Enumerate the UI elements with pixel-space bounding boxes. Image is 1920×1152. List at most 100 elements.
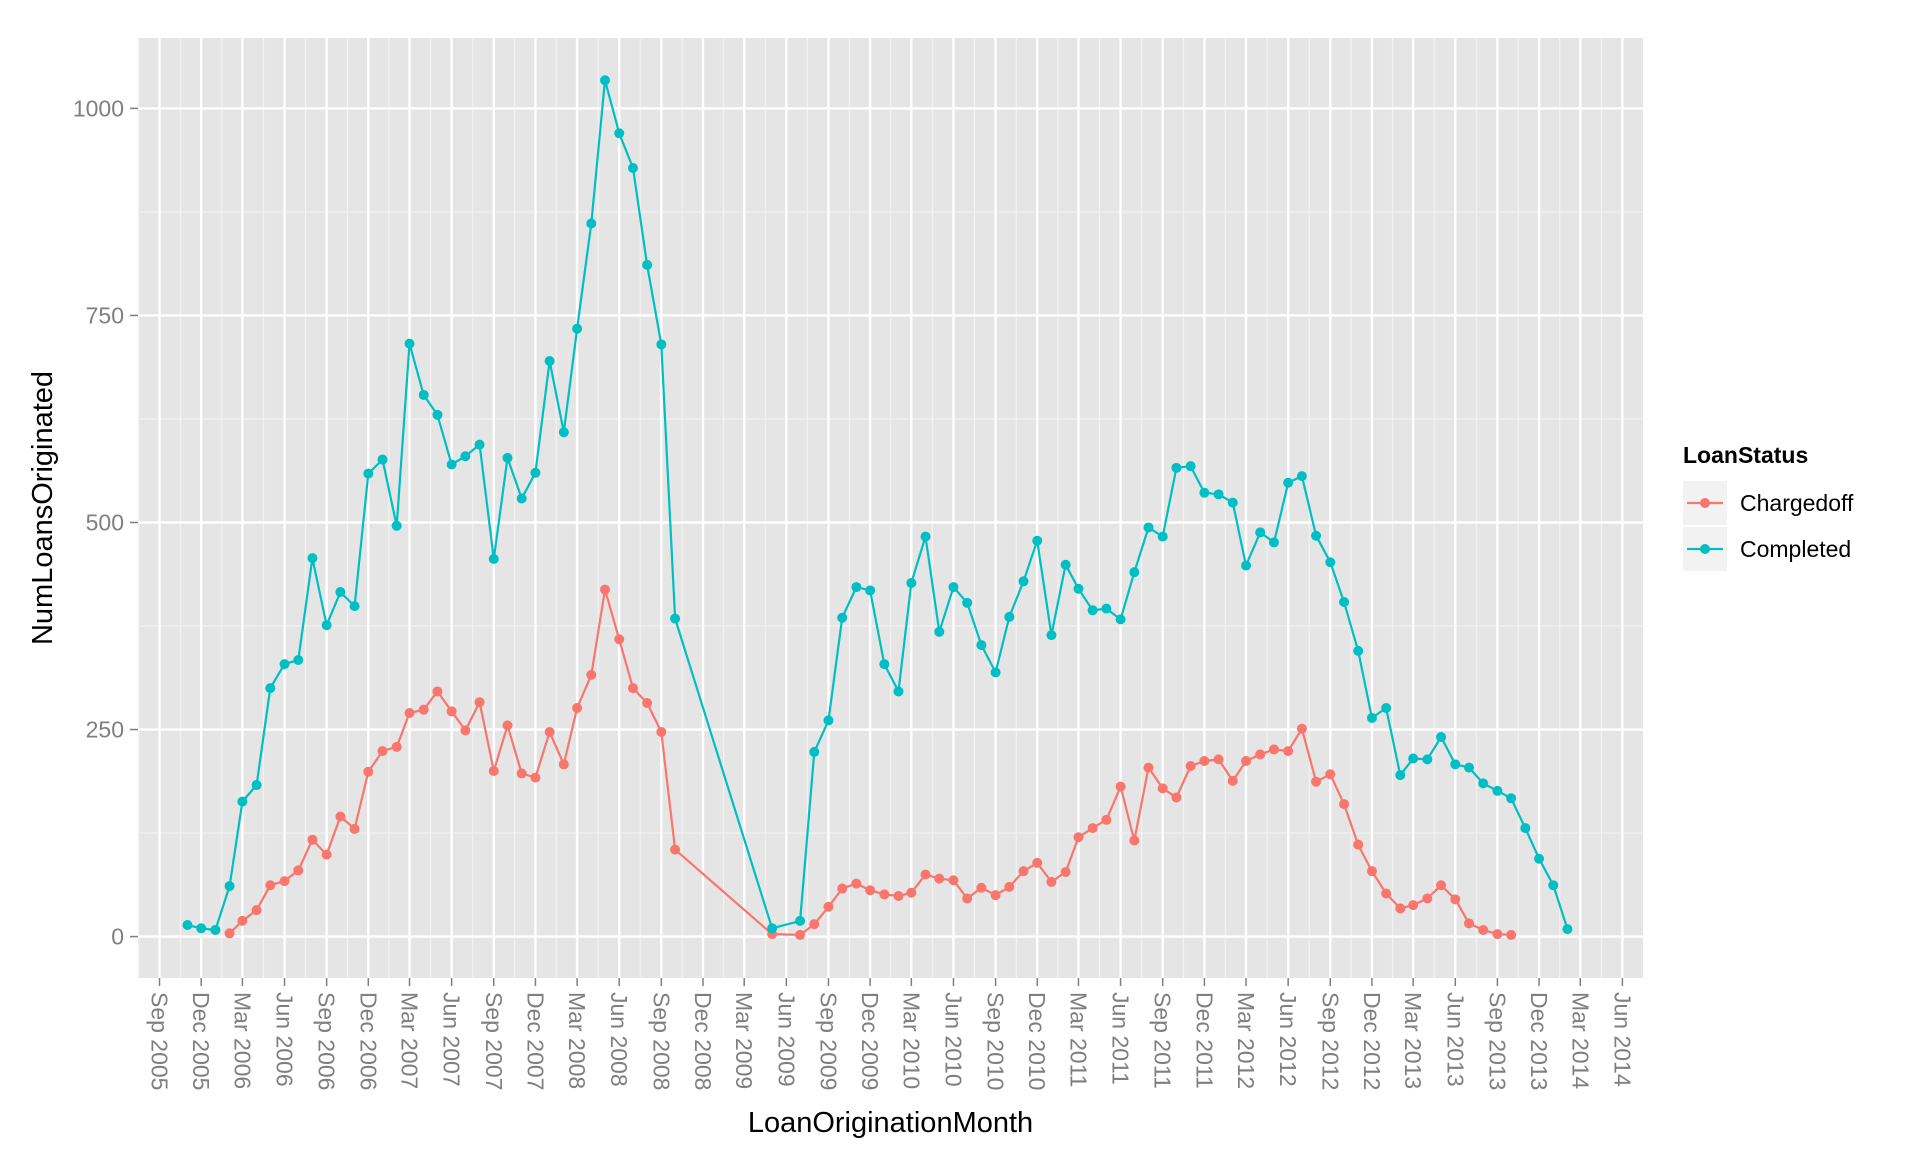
data-point-completed [544,355,555,366]
data-point-completed [1283,477,1294,488]
data-point-chargedoff [1311,776,1322,787]
data-point-chargedoff [1255,749,1266,760]
data-point-completed [809,746,820,757]
data-point-chargedoff [823,901,834,912]
data-point-completed [767,923,778,934]
data-point-chargedoff [1101,814,1112,825]
data-point-chargedoff [1199,756,1210,767]
data-point-chargedoff [962,893,973,904]
data-point-completed [642,259,653,270]
data-point-chargedoff [1143,762,1154,773]
data-point-chargedoff [1115,781,1126,792]
data-point-completed [1241,560,1252,571]
data-point-completed [307,553,318,564]
data-point-completed [948,582,959,593]
data-point-completed [1534,853,1545,864]
data-point-chargedoff [335,811,346,822]
x-tick-label: Sep 2009 [815,992,841,1090]
x-tick-label: Mar 2014 [1567,992,1593,1089]
data-point-chargedoff [488,765,499,776]
data-point-completed [1157,531,1168,542]
legend-title: LoanStatus [1683,442,1808,468]
x-tick-label: Sep 2005 [147,992,173,1090]
y-tick-label: 750 [86,302,124,328]
x-tick-label: Sep 2012 [1317,992,1343,1090]
data-point-chargedoff [614,634,625,645]
data-point-chargedoff [1032,857,1043,868]
data-point-chargedoff [237,915,248,926]
data-point-chargedoff [307,834,318,845]
x-tick-label: Mar 2006 [229,992,255,1089]
x-tick-label: Sep 2007 [481,992,507,1090]
data-point-chargedoff [474,697,485,708]
data-point-chargedoff [446,706,457,717]
data-point-completed [586,218,597,229]
x-tick-label: Jun 2010 [940,992,966,1087]
data-point-completed [293,654,304,665]
data-point-completed [488,553,499,564]
data-point-chargedoff [279,876,290,887]
data-point-completed [1143,522,1154,533]
y-axis-tick-labels: 0 250 500 750 1000 [73,95,124,949]
data-point-completed [934,626,945,637]
data-point-chargedoff [837,883,848,894]
data-point-completed [906,577,917,588]
data-point-completed [460,451,471,462]
data-point-completed [432,409,443,420]
data-point-completed [224,881,235,892]
x-tick-label: Dec 2010 [1024,992,1050,1090]
data-point-chargedoff [1157,783,1168,794]
data-point-completed [502,452,513,463]
data-point-completed [795,915,806,926]
data-point-chargedoff [293,865,304,876]
data-point-chargedoff [377,746,388,757]
data-point-completed [1506,793,1517,804]
data-point-chargedoff [1506,929,1517,940]
data-point-completed [1101,603,1112,614]
data-point-completed [265,683,276,694]
x-tick-label: Jun 2008 [606,992,632,1087]
data-point-chargedoff [1060,866,1071,877]
legend-label-completed: Completed [1740,536,1851,562]
data-point-chargedoff [391,741,402,752]
x-tick-label: Jun 2012 [1275,992,1301,1087]
y-tick-label: 0 [111,924,124,950]
data-point-completed [1353,645,1364,656]
data-point-chargedoff [1213,754,1224,765]
x-tick-label: Dec 2006 [355,992,381,1090]
data-point-chargedoff [879,889,890,900]
x-tick-label: Jun 2011 [1108,992,1134,1085]
data-point-chargedoff [572,703,583,714]
data-point-completed [1395,770,1406,781]
data-point-chargedoff [1241,756,1252,767]
x-tick-label: Jun 2006 [272,992,298,1087]
x-axis-tick-labels: Sep 2005 Dec 2005 Mar 2006 Jun 2006 Sep 2006… [147,992,1636,1090]
x-tick-label: Mar 2009 [731,992,757,1089]
data-point-completed [1046,630,1057,641]
data-point-chargedoff [795,929,806,940]
data-point-chargedoff [851,878,862,889]
data-point-chargedoff [1353,839,1364,850]
data-point-completed [196,923,207,934]
data-point-chargedoff [321,849,332,860]
data-point-chargedoff [976,882,987,893]
data-point-completed [600,75,611,86]
x-tick-label: Mar 2010 [898,992,924,1089]
data-point-chargedoff [460,725,471,736]
legend-item-completed: Completed [1683,527,1851,571]
data-point-chargedoff [809,919,820,930]
x-tick-label: Sep 2013 [1484,992,1510,1090]
data-point-chargedoff [893,891,904,902]
data-point-completed [1450,759,1461,770]
data-point-completed [418,389,429,400]
x-tick-label: Dec 2005 [188,992,214,1090]
data-point-completed [474,439,485,450]
data-point-completed [1325,557,1336,568]
x-tick-label: Jun 2009 [773,992,799,1087]
y-tick-label: 500 [86,509,124,535]
series-completed [182,75,1573,935]
x-tick-label: Mar 2011 [1065,992,1091,1087]
data-point-completed [1227,497,1238,508]
grid-major [138,38,1643,978]
